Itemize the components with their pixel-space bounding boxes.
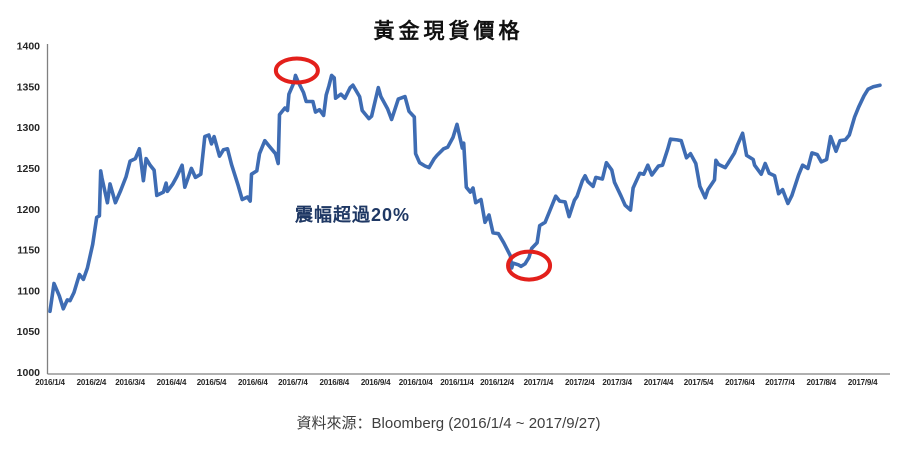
volatility-annotation: 震幅超過20% (295, 205, 411, 225)
x-tick-label: 2017/9/4 (848, 378, 878, 387)
x-tick-label: 2017/7/4 (765, 378, 795, 387)
price-line (48, 73, 882, 314)
y-tick-label: 1300 (17, 122, 41, 134)
x-tick-label: 2016/11/4 (440, 378, 474, 387)
x-tick-label: 2017/6/4 (725, 378, 755, 387)
x-tick-label: 2017/2/4 (565, 378, 595, 387)
y-tick-label: 1400 (17, 41, 41, 53)
y-tick-label: 1100 (17, 285, 40, 297)
x-tick-label: 2016/7/4 (278, 378, 308, 387)
x-tick-label: 2017/3/4 (602, 378, 632, 387)
trough-highlight-ellipse (506, 249, 553, 282)
peak-highlight-ellipse (273, 56, 320, 85)
x-tick-label: 2016/5/4 (197, 378, 227, 387)
x-tick-label: 2016/1/4 (35, 378, 65, 387)
source-note: 資料來源：Bloomberg (2016/1/4 ~ 2017/9/27) (296, 415, 601, 432)
x-tick-label: 2016/2/4 (77, 378, 107, 387)
y-tick-label: 1000 (17, 367, 41, 379)
x-tick-label: 2016/12/4 (480, 378, 515, 387)
x-tick-label: 2016/9/4 (361, 378, 391, 387)
x-tick-label: 2017/4/4 (644, 378, 674, 387)
y-tick-label: 1050 (17, 326, 41, 338)
x-tick-label: 2017/5/4 (684, 378, 714, 387)
x-tick-label: 2016/4/4 (157, 378, 187, 387)
x-tick-label: 2016/6/4 (238, 378, 268, 387)
x-tick-label: 2017/1/4 (524, 378, 554, 387)
y-tick-label: 1350 (17, 81, 41, 93)
x-tick-label: 2016/10/4 (399, 378, 434, 387)
y-tick-label: 1150 (17, 245, 40, 257)
y-tick-label: 1250 (17, 163, 41, 175)
x-tick-label: 2017/8/4 (807, 378, 837, 387)
chart-title: 黃金現貨價格 (373, 20, 524, 43)
x-tick-label: 2016/8/4 (319, 378, 349, 387)
x-tick-label: 2016/3/4 (115, 378, 145, 387)
y-tick-label: 1200 (17, 204, 41, 216)
